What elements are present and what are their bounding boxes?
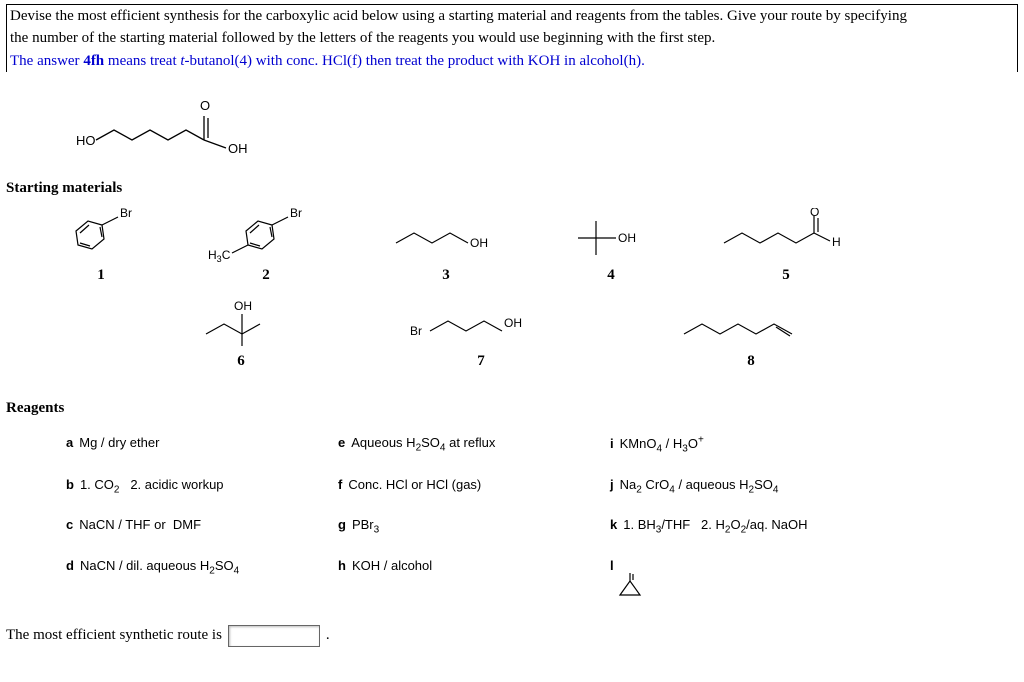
svg-text:H: H [832,235,841,249]
material-2-num: 2 [262,267,270,284]
instr3-bold: 4fh [83,53,104,69]
target-carbonyl-o: O [200,98,210,113]
reagents-block: aMg / dry ether eAqueous H2SO4 at reflux… [6,417,1018,599]
material-8-num: 8 [747,353,755,370]
reagent-l: l O [610,558,850,599]
reagent-e: eAqueous H2SO4 at reflux [338,435,578,455]
reagent-e-text: Aqueous H2SO4 at reflux [351,435,495,450]
instruction-line-3: The answer 4fh means treat t-butanol(4) … [7,50,1017,72]
material-3-num: 3 [442,267,450,284]
material-7-icon: Br OH [406,299,556,349]
material-5: O H 5 [716,208,856,284]
material-2: Br H3C 2 [206,203,326,284]
material-8: 8 [676,304,826,370]
materials-row-2: OH 6 Br OH 7 8 [56,288,1018,374]
reagent-k-text: 1. BH3/THF 2. H2O2/aq. NaOH [623,517,807,532]
reagent-h-text: KOH / alcohol [352,558,432,573]
answer-input[interactable] [228,625,320,647]
instr3-mid: means treat [104,53,180,69]
reagent-b-text: 1. CO2 2. acidic workup [80,477,224,492]
svg-text:Br: Br [290,206,302,220]
material-8-icon [676,304,826,349]
material-5-num: 5 [782,267,790,284]
material-7: Br OH 7 [406,299,556,370]
svg-text:OH: OH [470,236,488,250]
material-7-num: 7 [477,353,485,370]
material-4-icon: OH [566,213,656,263]
reagent-g-text: PBr3 [352,517,379,532]
material-6: OH 6 [196,294,286,370]
instruction-line-1: Devise the most efficient synthesis for … [7,5,1017,27]
material-1: Br 1 [56,203,146,284]
svg-text:OH: OH [618,231,636,245]
reagent-l-icon: O [610,573,650,599]
reagent-i: iKMnO4 / H3O+ [610,435,850,455]
reagent-c-text: NaCN / THF or DMF [79,517,201,532]
svg-text:OH: OH [504,316,522,330]
material-2-icon: Br H3C [206,203,326,263]
instr3-prefix: The answer [10,53,83,69]
material-5-icon: O H [716,208,856,263]
reagent-j: jNa2 CrO4 / aqueous H2SO4 [610,477,850,496]
svg-text:O: O [810,208,819,219]
reagent-j-text: Na2 CrO4 / aqueous H2SO4 [620,477,779,492]
material-3-icon: OH [386,213,506,263]
starting-materials-block: Br 1 Br H3C 2 [6,197,1018,374]
answer-line: The most efficient synthetic route is . [6,625,1018,647]
material-4-num: 4 [607,267,615,284]
material-1-num: 1 [97,267,105,284]
materials-row-1: Br 1 Br H3C 2 [56,197,1018,288]
reagent-c: cNaCN / THF or DMF [66,517,306,536]
reagent-a-text: Mg / dry ether [79,435,159,450]
reagent-d-text: NaCN / dil. aqueous H2SO4 [80,558,239,573]
material-4: OH 4 [566,213,656,284]
reagents-header: Reagents [6,400,1018,417]
svg-text:O: O [626,573,635,576]
material-3: OH 3 [386,213,506,284]
target-right-oh: OH [228,141,248,156]
reagent-f: fConc. HCl or HCl (gas) [338,477,578,496]
instruction-line-2: the number of the starting material foll… [7,27,1017,49]
material-1-icon: Br [56,203,146,263]
svg-text:H3C: H3C [208,248,231,263]
instr3-rest: -butanol(4) with conc. HCl(f) then treat… [185,53,645,69]
reagent-f-text: Conc. HCl or HCl (gas) [348,477,481,492]
answer-label: The most efficient synthetic route is [6,627,222,644]
starting-materials-header: Starting materials [6,180,1018,197]
reagent-b: b1. CO2 2. acidic workup [66,477,306,496]
reagent-h: hKOH / alcohol [338,558,578,599]
reagent-d: dNaCN / dil. aqueous H2SO4 [66,558,306,599]
target-structure-icon: HO O OH [76,90,296,160]
target-left-oh: HO [76,133,96,148]
svg-text:OH: OH [234,299,252,313]
material-6-num: 6 [237,353,245,370]
material-6-icon: OH [196,294,286,349]
target-molecule: HO O OH [6,72,1018,172]
answer-suffix: . [326,627,330,644]
instruction-block: Devise the most efficient synthesis for … [6,4,1018,72]
reagent-a: aMg / dry ether [66,435,306,455]
reagent-i-text: KMnO4 / H3O+ [620,436,704,451]
svg-text:Br: Br [410,324,422,338]
svg-text:Br: Br [120,206,132,220]
reagent-k: k1. BH3/THF 2. H2O2/aq. NaOH [610,517,850,536]
reagent-g: gPBr3 [338,517,578,536]
